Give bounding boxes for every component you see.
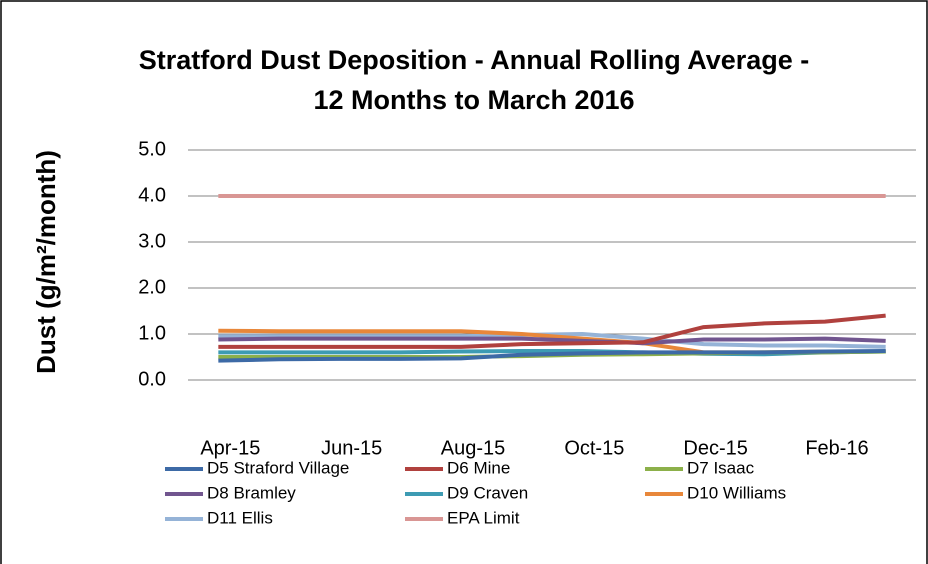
y-tick-label: 3.0 bbox=[138, 230, 166, 252]
y-tick-label: 4.0 bbox=[138, 184, 166, 206]
y-tick-label: 5.0 bbox=[138, 138, 166, 160]
legend-label: EPA Limit bbox=[447, 508, 520, 527]
legend-label: D9 Craven bbox=[447, 483, 528, 502]
x-tick-label: Dec-15 bbox=[683, 437, 747, 459]
x-tick-label: Aug-15 bbox=[441, 437, 506, 459]
legend-label: D8 Bramley bbox=[207, 483, 296, 502]
series-line bbox=[218, 336, 886, 346]
legend-label: D10 Williams bbox=[687, 483, 786, 502]
y-tick-label: 0.0 bbox=[138, 368, 166, 390]
series-line bbox=[218, 313, 886, 349]
chart-title: Stratford Dust Deposition - Annual Rolli… bbox=[138, 45, 810, 115]
y-tick-label: 1.0 bbox=[138, 322, 166, 344]
series-line bbox=[218, 349, 886, 363]
y-tick-label: 2.0 bbox=[138, 276, 166, 298]
legend-label: D7 Isaac bbox=[687, 458, 755, 477]
legend-label: D6 Mine bbox=[447, 458, 510, 477]
legend-label: D11 Ellis bbox=[207, 508, 273, 527]
x-tick-label: Apr-15 bbox=[200, 437, 260, 459]
x-tick-label: Feb-16 bbox=[805, 437, 868, 459]
legend-label: D5 Straford Village bbox=[207, 458, 349, 477]
x-tick-label: Oct-15 bbox=[564, 437, 624, 459]
y-axis-label: Dust (g/m²/month) bbox=[31, 150, 61, 374]
x-tick-label: Jun-15 bbox=[321, 437, 382, 459]
